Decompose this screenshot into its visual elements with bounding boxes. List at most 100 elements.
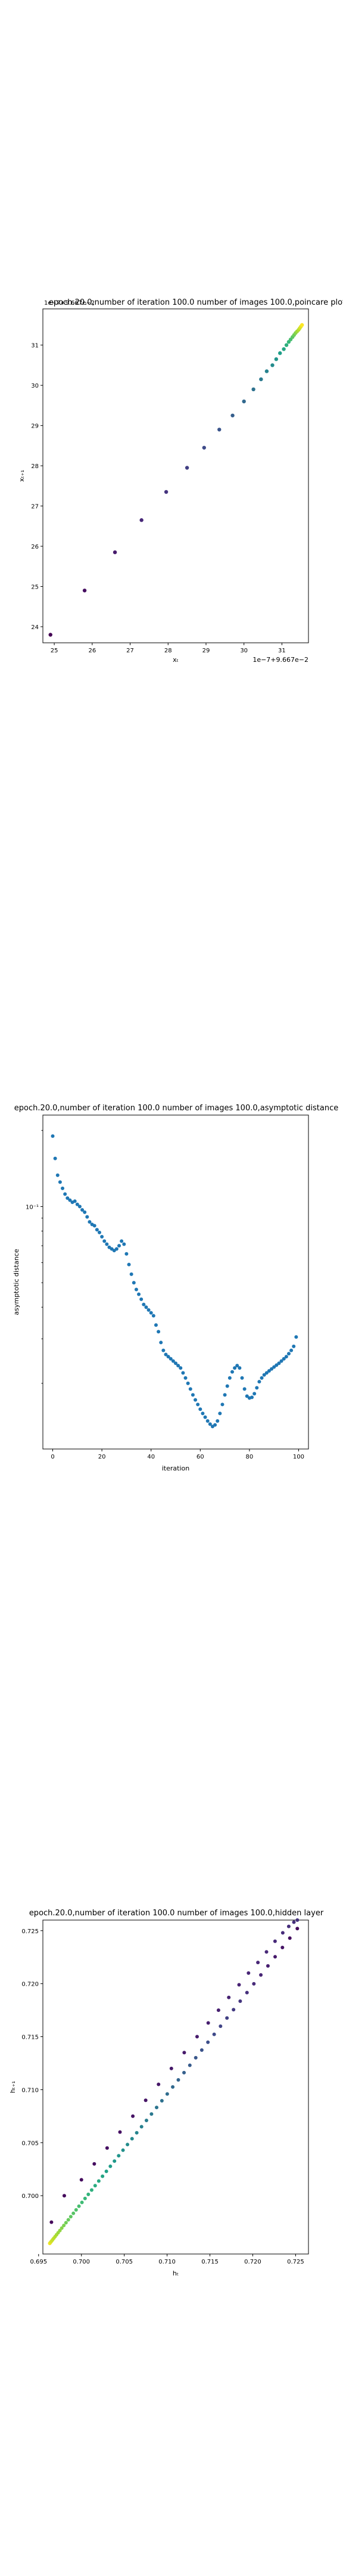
poincare-point <box>259 377 263 382</box>
y-tick-label: 27 <box>31 504 39 510</box>
asymptotic-point <box>161 1348 166 1352</box>
hidden-layer-point <box>216 2008 220 2012</box>
asymptotic-point <box>95 1228 99 1232</box>
x-tick-label: 60 <box>197 1454 204 1460</box>
asymptotic-point <box>157 1330 161 1334</box>
hidden-layer-point <box>86 2192 91 2196</box>
hidden-layer-point <box>60 2226 64 2230</box>
asymptotic-point <box>142 1302 146 1306</box>
poincare-point <box>251 387 255 392</box>
asymptotic-point <box>149 1311 153 1315</box>
x-tick-label: 31 <box>278 648 286 654</box>
asymptotic-point <box>66 1196 70 1200</box>
hidden-layer-point <box>113 2159 117 2163</box>
hidden-layer-point <box>169 2066 173 2070</box>
hidden-layer-point <box>188 2063 192 2067</box>
asymptotic-point <box>75 1202 79 1206</box>
hidden-layer-point <box>93 2184 97 2188</box>
asymptotic-point <box>230 1370 234 1374</box>
hidden-layer-point <box>126 2142 130 2147</box>
hidden-layer-point <box>96 2179 101 2183</box>
asymptotic-point <box>284 1355 288 1359</box>
asymptotic-point <box>88 1220 92 1224</box>
hidden-layer-point <box>66 2218 70 2222</box>
asymptotic-point <box>279 1359 283 1363</box>
hidden-layer-point <box>108 2164 113 2168</box>
hidden-layer-point <box>280 1946 285 1950</box>
hidden-layer-point <box>195 2035 199 2039</box>
poincare-point <box>284 343 289 347</box>
hidden-layer-y-ticks: 0.700 0.705 0.710 0.715 0.720 0.725 <box>21 1928 43 2200</box>
poincare-point <box>164 490 169 494</box>
hidden-layer-point <box>92 2162 96 2166</box>
asymptotic-point <box>240 1376 244 1380</box>
asymptotic-title: epoch.20.0,number of iteration 100.0 num… <box>14 1104 338 1113</box>
asymptotic-point <box>127 1262 131 1267</box>
y-tick-label: 30 <box>31 383 39 389</box>
asymptotic-point <box>213 1423 217 1427</box>
x-tick-label: 25 <box>51 648 58 654</box>
asymptotic-chart: epoch.20.0,number of iteration 100.0 num… <box>13 1104 338 1472</box>
asymptotic-point <box>164 1352 168 1357</box>
asymptotic-point <box>201 1411 205 1416</box>
hidden-layer-point <box>62 2224 66 2228</box>
x-tick-label: 0.700 <box>73 2259 90 2265</box>
asymptotic-point <box>186 1381 190 1385</box>
asymptotic-point <box>166 1355 170 1359</box>
x-tick-label: 30 <box>240 648 248 654</box>
x-tick-label: 0.695 <box>30 2259 47 2265</box>
hidden-layer-y-label: hₜ₊₁ <box>9 2081 17 2093</box>
asymptotic-point <box>51 1134 55 1138</box>
asymptotic-point <box>114 1247 119 1251</box>
x-tick-label: 100 <box>293 1454 304 1460</box>
hidden-layer-point <box>273 1955 277 1959</box>
poincare-point <box>139 518 144 522</box>
poincare-y-ticks: 24 25 26 27 28 29 30 31 <box>31 343 43 631</box>
asymptotic-point <box>275 1363 279 1367</box>
asymptotic-x-ticks: 0 20 40 60 80 100 <box>51 1449 304 1460</box>
asymptotic-point <box>238 1366 242 1370</box>
hidden-layer-point <box>157 2082 161 2086</box>
asymptotic-point <box>208 1422 212 1426</box>
hidden-layer-point <box>199 2048 204 2052</box>
hidden-layer-point <box>104 2169 108 2174</box>
asymptotic-point <box>286 1352 291 1356</box>
poincare-point <box>185 466 189 470</box>
hidden-layer-point <box>101 2174 105 2178</box>
hidden-layer-point <box>259 1973 263 1977</box>
asymptotic-point <box>139 1297 144 1301</box>
poincare-corner-label: 1e−7+9.667e−2 <box>44 300 95 306</box>
hidden-layer-point <box>206 2021 210 2025</box>
asymptotic-point <box>55 1173 60 1177</box>
hidden-layer-points <box>48 1918 300 2246</box>
hidden-layer-point <box>227 1995 231 1999</box>
hidden-layer-point <box>256 1961 260 1965</box>
y-tick-label: 0.725 <box>21 1928 39 1935</box>
hidden-layer-point <box>71 2211 76 2215</box>
hidden-layer-point <box>264 1950 269 1954</box>
hidden-layer-point <box>58 2228 62 2233</box>
asymptotic-point <box>188 1387 192 1391</box>
asymptotic-point <box>100 1234 104 1239</box>
asymptotic-point <box>225 1384 229 1388</box>
asymptotic-point <box>218 1411 222 1416</box>
hidden-layer-point <box>176 2077 180 2082</box>
poincare-title: epoch.20.0,number of iteration 100.0 num… <box>49 298 343 307</box>
asymptotic-point <box>292 1344 296 1348</box>
asymptotic-point <box>85 1215 89 1219</box>
y-tick-label: 0.705 <box>21 2140 39 2147</box>
hidden-layer-point <box>165 2092 169 2096</box>
asymptotic-point <box>58 1180 62 1184</box>
poincare-x-ticks: 25 26 27 28 29 30 31 <box>51 643 286 654</box>
asymptotic-point <box>132 1281 136 1285</box>
poincare-point <box>242 399 246 404</box>
x-tick-label: 0.705 <box>116 2259 133 2265</box>
hidden-layer-point <box>131 2114 135 2118</box>
asymptotic-point <box>294 1335 298 1339</box>
asymptotic-point <box>252 1392 257 1396</box>
poincare-point <box>274 357 279 361</box>
asymptotic-point <box>181 1371 185 1375</box>
hidden-layer-point <box>286 1924 291 1928</box>
hidden-layer-point <box>118 2130 122 2134</box>
asymptotic-point <box>205 1419 210 1423</box>
